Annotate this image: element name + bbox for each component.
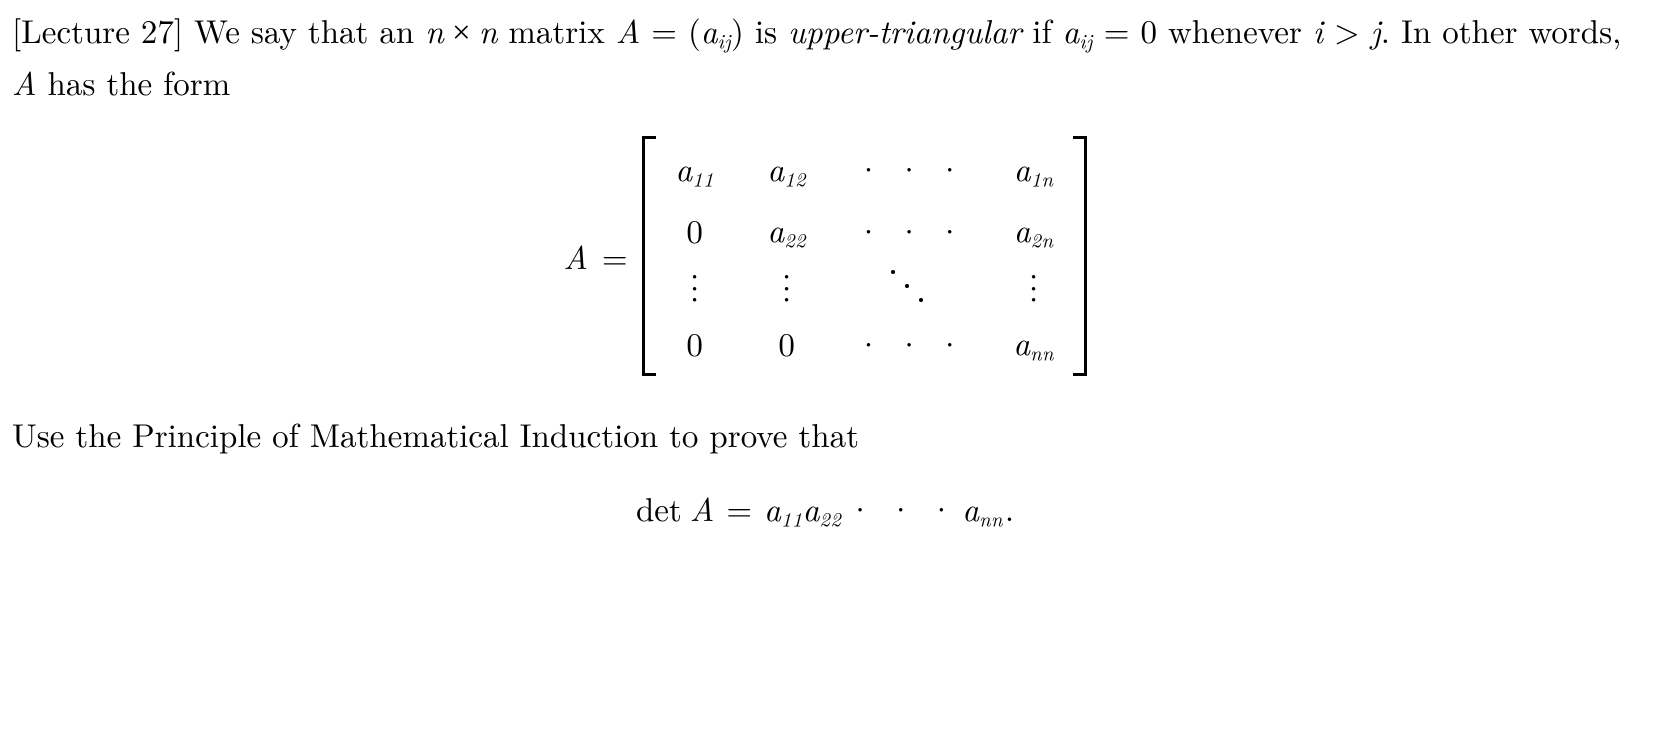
var-a: a: [1013, 318, 1030, 365]
det-word: det: [636, 484, 682, 532]
var-A: A: [12, 58, 37, 105]
term-ann: ann: [962, 484, 1003, 533]
var-n: n: [425, 6, 444, 53]
subscript-12: 12: [784, 163, 806, 192]
cell-a1n: a1n: [1011, 144, 1057, 193]
var-A: A: [616, 6, 641, 53]
var-a: a: [1014, 205, 1031, 252]
matrix-display: A = a11 a12 · · · a1n 0 a22 · · · a2n ··…: [12, 136, 1638, 376]
cell-a11: a11: [672, 144, 718, 193]
equals: =: [640, 6, 688, 53]
cdots: · · ·: [856, 206, 965, 254]
subscript-11: 11: [692, 163, 714, 192]
var-a: a: [764, 484, 781, 531]
ddots: [887, 266, 933, 306]
matrix-brackets: a11 a12 · · · a1n 0 a22 · · · a2n ··· ··…: [642, 136, 1087, 376]
cell-a12: a12: [764, 144, 810, 193]
cell-0: 0: [672, 206, 718, 254]
term-a11: a11: [764, 484, 803, 533]
var-n: n: [479, 6, 498, 53]
var-A: A: [690, 484, 715, 532]
paragraph-instruction: Use the Principle of Mathematical Induct…: [12, 410, 1638, 458]
math-excerpt: [Lecture 27] We say that an n × n matrix…: [0, 0, 1654, 533]
lparen: (: [688, 6, 701, 53]
subscript-22: 22: [819, 503, 841, 532]
text: . In other words,: [1381, 6, 1622, 53]
matrix-body: a11 a12 · · · a1n 0 a22 · · · a2n ··· ··…: [656, 136, 1073, 376]
cdots: · · ·: [856, 144, 965, 192]
term-upper-triangular: upper-triangular: [788, 6, 1021, 53]
subscript-11: 11: [781, 503, 803, 532]
var-a: a: [1063, 6, 1080, 53]
subscript-2n: 2n: [1031, 225, 1054, 254]
var-a: a: [1014, 144, 1031, 191]
subscript-nn: nn: [979, 503, 1003, 532]
var-a: a: [803, 484, 820, 531]
subscript-1n: 1n: [1031, 163, 1054, 192]
right-bracket-icon: [1073, 136, 1087, 376]
left-bracket-icon: [642, 136, 656, 376]
paragraph-definition: [Lecture 27] We say that an n × n matrix…: [12, 6, 1638, 106]
text: is: [744, 6, 788, 53]
var-i: i: [1313, 6, 1323, 53]
times-symbol: ×: [444, 15, 479, 51]
text: We say that an: [183, 6, 425, 53]
vdots: ···: [1011, 269, 1057, 304]
var-a: a: [675, 144, 692, 191]
cdots: · · ·: [856, 319, 965, 367]
cell-0: 0: [764, 319, 810, 367]
subscript-ij: ij: [1079, 26, 1092, 55]
var-j: j: [1371, 6, 1381, 53]
text: = 0 whenever: [1093, 6, 1313, 53]
matrix-lhs-A: A: [563, 232, 588, 280]
vdots: ···: [672, 269, 718, 304]
equals: =: [602, 232, 628, 280]
equals: =: [726, 484, 752, 532]
cell-0: 0: [672, 319, 718, 367]
var-a: a: [962, 484, 979, 531]
determinant-equation: det A = a11 a22 · · · ann .: [12, 484, 1638, 533]
var-a: a: [767, 205, 784, 252]
subscript-22: 22: [784, 225, 806, 254]
subscript-ij: ij: [718, 26, 731, 55]
cdots: · · ·: [847, 484, 956, 532]
gt: >: [1323, 6, 1371, 53]
rparen: ): [731, 6, 744, 53]
cell-ann: ann: [1011, 318, 1057, 367]
lecture-tag: [Lecture 27]: [12, 6, 183, 53]
cell-a2n: a2n: [1011, 205, 1057, 254]
text: if: [1021, 6, 1062, 53]
vdots: ···: [764, 269, 810, 304]
cell-a22: a22: [764, 205, 810, 254]
text: has the form: [37, 58, 231, 105]
var-a: a: [767, 144, 784, 191]
var-a: a: [701, 6, 718, 53]
period: .: [1005, 484, 1014, 532]
text: matrix: [497, 6, 615, 53]
subscript-nn: nn: [1030, 338, 1054, 367]
term-a22: a22: [803, 484, 842, 533]
